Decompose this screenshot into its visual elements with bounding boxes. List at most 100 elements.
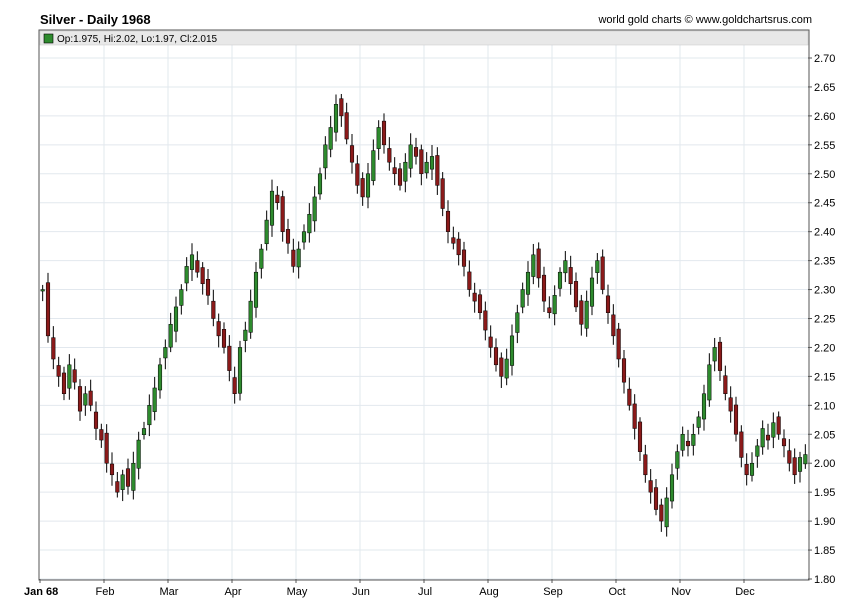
y-tick-label: 2.50 [814,169,835,181]
candle-body [723,375,728,395]
candle-body [653,487,659,510]
candle-body [456,238,461,256]
x-tick-label: Sep [543,586,563,598]
candle-body [776,416,781,435]
y-tick-label: 2.60 [814,111,835,123]
candle-body [440,178,445,209]
legend-bar [39,30,809,46]
candle-body [285,229,291,244]
candle-body [51,337,56,360]
y-tick-label: 2.15 [814,371,835,383]
y-tick-label: 2.65 [814,82,835,94]
candle-body [360,178,365,198]
candle-body [696,416,701,428]
candle-body [67,364,72,389]
candle-body [664,497,669,528]
x-axis: Jan 68 Feb Mar Apr May Jun Jul Aug Sep Oct Nov Dec [24,579,755,598]
candle-body [184,266,189,284]
candle-body [253,271,259,308]
candle-body [211,300,216,319]
candle-body [712,347,717,362]
candle-body [419,149,424,175]
candle-body [376,127,381,149]
candle-body [205,279,211,296]
candle-body [611,314,616,337]
candle-body [221,329,227,348]
candle-body [605,295,611,313]
y-tick-label: 2.05 [814,429,835,441]
candle-body [675,451,680,469]
candle-body [429,156,435,170]
candle-body [643,454,648,476]
candle-body [179,289,184,306]
candle-body [291,249,296,267]
candle-body [632,403,637,429]
candle-body [136,439,141,469]
candle-body [637,421,643,452]
y-tick-label: 2.35 [814,256,835,268]
candle-body [72,369,77,383]
legend-text: Op:1.975, Hi:2.02, Lo:1.97, Cl:2.015 [57,34,218,45]
candle-body [189,254,195,270]
candle-body [413,147,419,157]
candle-body [99,429,104,441]
candle-body [56,365,61,377]
candle-body [88,390,93,406]
candle-body [259,248,264,269]
candle-body [131,462,136,491]
candle-body [328,127,333,150]
candle-body [232,377,237,395]
candle-body [621,358,627,383]
x-tick-label: Dec [735,586,755,598]
candle-body [760,428,765,448]
candle-body [701,393,707,420]
candle-body [509,335,515,366]
candle-body [317,173,323,195]
chart-credit: world gold charts © www.goldchartsrus.co… [598,14,812,26]
candle-body [531,254,536,277]
x-tick-label: Nov [671,586,691,598]
y-tick-label: 2.45 [814,198,835,210]
candles [40,93,808,537]
candle-body [504,358,509,379]
candle-body [248,300,253,333]
candle-body [483,310,488,331]
y-axis: 2.70 2.65 2.60 2.55 2.50 2.45 2.40 2.35 2.30 2.25… [808,53,835,586]
candle-body [147,405,152,426]
candle-body [787,450,792,464]
candle-body [296,248,301,268]
candle-body [61,372,67,395]
candle-body [355,163,360,186]
candle-body [339,98,344,117]
y-tick-label: 1.80 [814,574,835,586]
candle-body [563,260,568,274]
y-tick-label: 2.30 [814,285,835,297]
candle-body [765,434,771,441]
legend-swatch [43,33,54,44]
candle-body [195,260,200,273]
candle-body [552,295,557,315]
x-tick-label: Jun [352,586,370,598]
candle-body [301,231,307,243]
candle-body [627,388,632,406]
candle-body [200,267,205,285]
candle-body [488,336,493,348]
candle-body [424,161,429,174]
candle-body [157,364,163,391]
x-tick-label: Jul [418,586,432,598]
x-tick-label: Mar [160,586,179,598]
candle-body [797,457,803,472]
candle-body [525,271,531,295]
candle-body [307,214,312,234]
candle-body [83,393,88,406]
candle-body [579,300,584,325]
candle-body [595,260,600,273]
y-tick-label: 2.40 [814,227,835,239]
candle-body [541,274,547,302]
candle-body [467,271,472,290]
candle-body [275,194,280,203]
candle-body [115,481,120,493]
candle-body [397,168,403,186]
candle-body [648,480,653,493]
candle-body [733,404,739,435]
